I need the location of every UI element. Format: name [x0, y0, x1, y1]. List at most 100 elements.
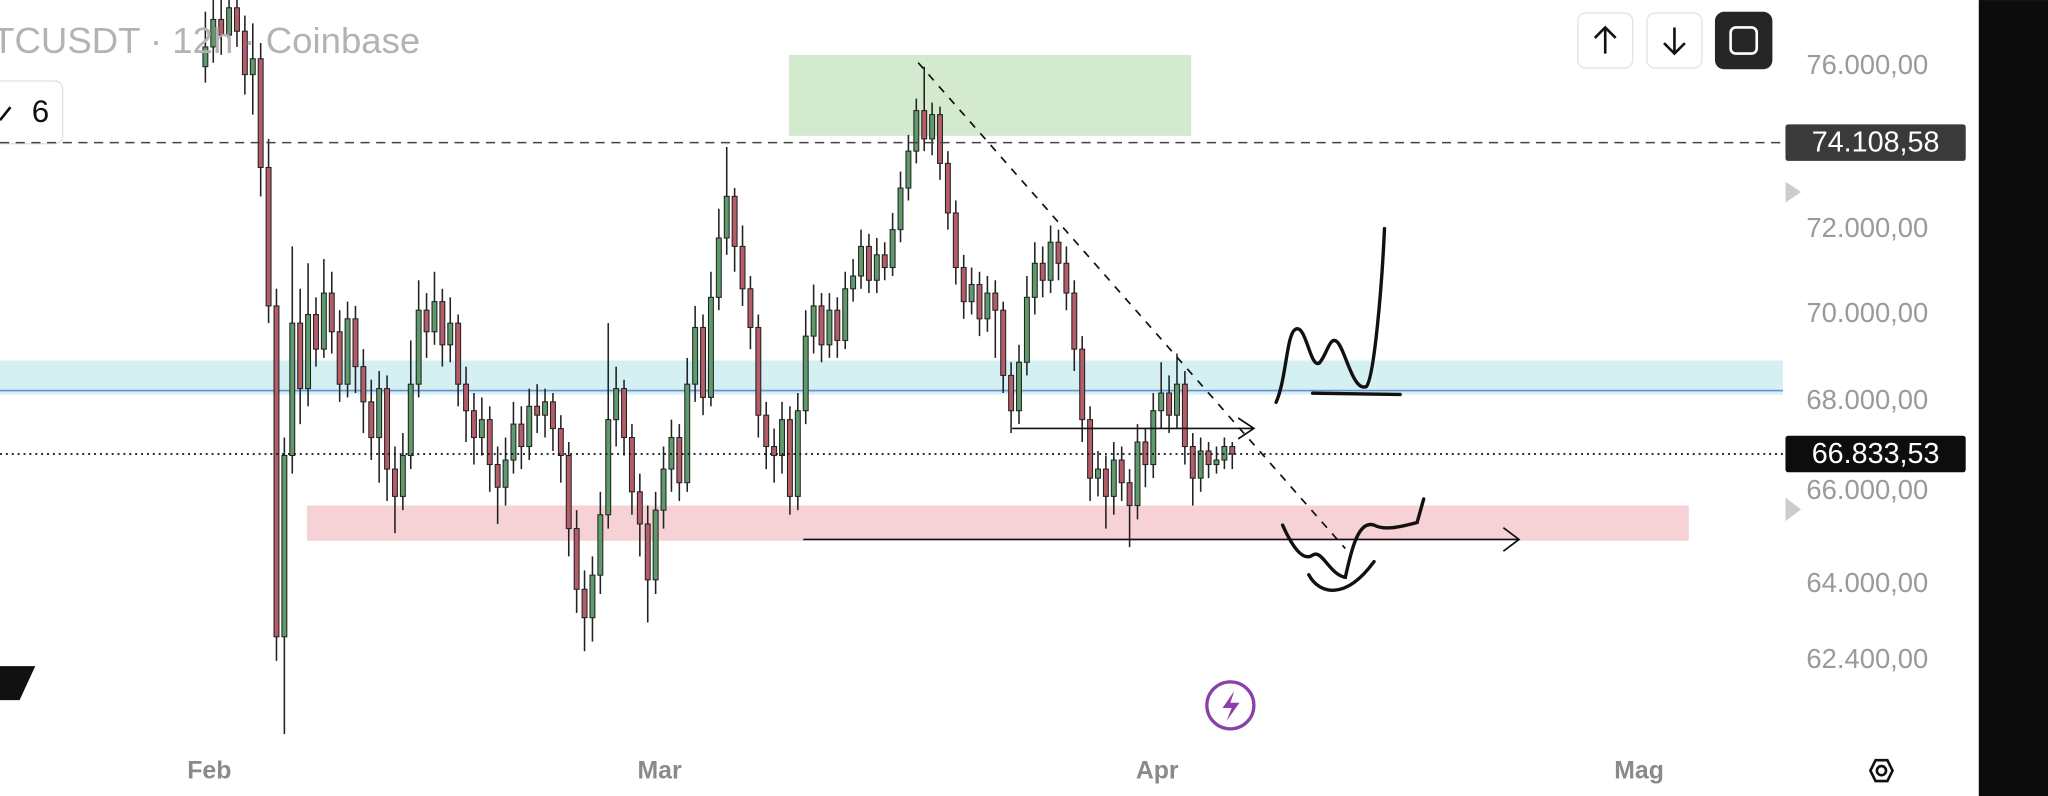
candle-body	[320, 292, 327, 350]
candle-body	[605, 419, 612, 516]
candle-body	[842, 288, 849, 341]
candle-body	[952, 212, 959, 269]
blue-zone	[0, 360, 1783, 395]
candle-body	[1150, 410, 1157, 466]
candle-body	[818, 305, 825, 346]
candle-body	[407, 383, 414, 457]
scroll-arrow[interactable]	[1785, 181, 1802, 203]
candle-body	[344, 318, 351, 385]
candle-body	[715, 237, 722, 298]
trend-line	[917, 62, 1346, 550]
candle-body	[1055, 241, 1062, 264]
candle-body	[486, 419, 493, 466]
candle-body	[376, 388, 383, 439]
candle-body	[636, 491, 643, 525]
candle-body	[692, 326, 699, 385]
candle-body	[1023, 296, 1030, 363]
candle-body	[1126, 482, 1133, 507]
icon	[0, 106, 12, 122]
candle-body	[960, 267, 967, 303]
sketch	[1307, 559, 1376, 592]
candle-body	[1189, 445, 1196, 479]
candle-body	[921, 110, 928, 140]
candle-body	[226, 7, 233, 36]
y-tick-label: 72.000,00	[1806, 212, 1928, 243]
candle-body	[510, 423, 517, 461]
candle-body	[865, 245, 872, 281]
candle-body	[834, 309, 841, 341]
candle-body	[937, 114, 943, 164]
candle-body	[1063, 262, 1070, 294]
candle-body	[723, 195, 730, 239]
candle-body	[368, 401, 375, 439]
candle-body	[1166, 392, 1173, 416]
y-tick-label: 68.000,00	[1806, 384, 1928, 415]
candle-body	[1008, 374, 1015, 412]
candle-body	[312, 313, 319, 350]
y-tick-label: 70.000,00	[1806, 297, 1928, 328]
candle-body	[984, 292, 991, 320]
icon	[1222, 690, 1240, 722]
candle-body	[1047, 241, 1054, 281]
candle-body	[1102, 468, 1109, 497]
toolbar	[1577, 11, 1773, 70]
candle-body	[336, 331, 343, 385]
candle-body	[455, 322, 462, 385]
icon	[1593, 25, 1617, 54]
candle-body	[968, 284, 975, 303]
sketch	[1274, 226, 1387, 405]
candle-body	[1071, 292, 1078, 350]
candle-body	[1158, 392, 1165, 412]
candle-body	[447, 322, 454, 346]
candle-body	[565, 454, 572, 530]
y-tick-label: 66.000,00	[1806, 474, 1928, 505]
candle-body	[557, 428, 564, 457]
candle-body	[423, 309, 430, 333]
candle-body	[779, 419, 785, 457]
candle-body	[265, 166, 272, 307]
side-strip	[1978, 0, 2048, 796]
x-tick-label: Apr	[1136, 757, 1179, 784]
settings-icon[interactable]	[1868, 758, 1895, 783]
candle-body	[597, 514, 604, 576]
candle-body	[1174, 383, 1180, 416]
candle-body	[573, 528, 580, 590]
candle-body	[549, 401, 556, 430]
ref-label-box	[1785, 124, 1966, 161]
x-tick-label: Mar	[638, 757, 682, 784]
candle-body	[858, 245, 864, 277]
candle-body	[881, 254, 888, 269]
candle-body	[889, 229, 896, 269]
candle-body	[289, 322, 296, 457]
candle-body	[360, 366, 367, 403]
candle-body	[257, 58, 264, 169]
candle-body	[1079, 348, 1086, 421]
candle-body	[1016, 361, 1022, 412]
fullscreen-button[interactable]	[1714, 11, 1773, 70]
ref-label: 74.108,58	[1812, 127, 1940, 159]
candle-body	[305, 313, 312, 390]
candle-body	[976, 284, 983, 320]
y-tick-label: 76.000,00	[1806, 49, 1928, 80]
alert-icon[interactable]	[1205, 680, 1256, 731]
scroll-arrow[interactable]	[1785, 497, 1802, 522]
candle-body	[1000, 309, 1007, 376]
candle-body	[747, 288, 754, 328]
candle-body	[1110, 459, 1117, 497]
candle-body	[929, 114, 936, 140]
y-tick-label: 64.000,00	[1806, 567, 1928, 598]
candle-body	[826, 309, 833, 346]
logo	[0, 666, 36, 701]
candle-body	[739, 245, 746, 290]
candle-body	[802, 335, 809, 412]
candle-body	[850, 275, 857, 290]
candle-body	[707, 296, 714, 398]
y-tick-label: 62.400,00	[1806, 643, 1928, 674]
candle-body	[763, 414, 770, 448]
last-price-label: 66.833,53	[1812, 438, 1940, 470]
candle-body	[755, 326, 762, 416]
candle-body	[731, 195, 738, 247]
indicator-badge[interactable]	[0, 80, 64, 145]
badge-count: 6	[32, 94, 49, 129]
